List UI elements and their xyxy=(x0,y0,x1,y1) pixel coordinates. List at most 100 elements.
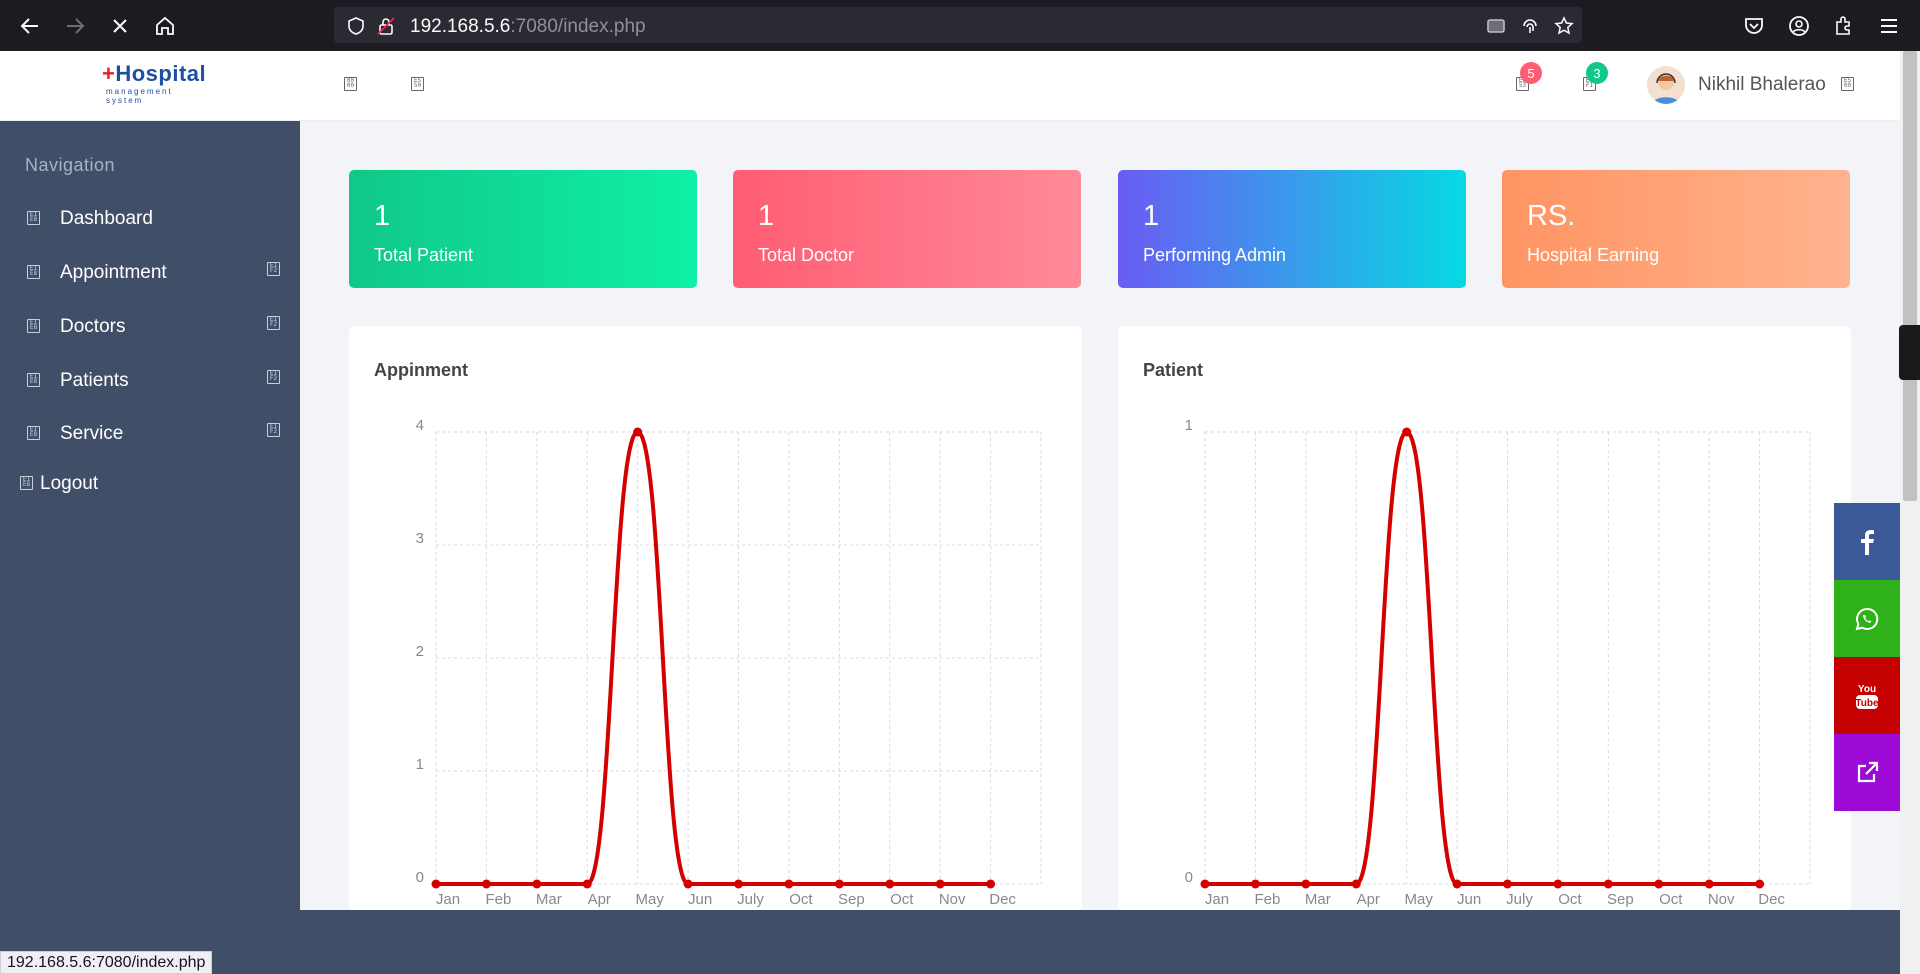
appointment-chart-card: Appinment 0 1 2 3 4 Jan Feb Mar Apr May Jun July Oct… xyxy=(349,326,1082,910)
star-bookmark-icon[interactable] xyxy=(1554,16,1574,36)
stat-card-hospital-earning[interactable]: RS. Hospital Earning xyxy=(1502,170,1850,288)
fingerprint-icon[interactable] xyxy=(1520,16,1540,36)
sidebar-item-dashboard[interactable]: E1 E8 Dashboard xyxy=(0,199,300,239)
account-icon[interactable] xyxy=(1786,13,1812,39)
svg-text:Tube: Tube xyxy=(1855,698,1879,709)
user-avatar[interactable] xyxy=(1647,66,1685,104)
youtube-share-button[interactable]: You Tube xyxy=(1834,657,1900,734)
plus-icon: + xyxy=(102,61,116,86)
sidebar-item-doctors[interactable]: E1 E8 Doctors E1 F2 xyxy=(0,307,300,347)
x-tick-label: Feb xyxy=(1254,891,1280,908)
user-avatar-image xyxy=(1652,73,1680,104)
y-tick-label: 1 xyxy=(416,756,424,773)
chevron-down-icon: E1 F2 xyxy=(267,316,280,330)
y-tick-label: 4 xyxy=(416,417,424,434)
y-tick-label: 0 xyxy=(1185,869,1193,886)
x-tick-label: Jan xyxy=(1205,891,1229,908)
data-point[interactable] xyxy=(1503,879,1512,889)
stat-card-performing-admin[interactable]: 1 Performing Admin xyxy=(1118,170,1466,288)
data-point[interactable] xyxy=(1553,879,1563,889)
facebook-icon xyxy=(1861,529,1874,555)
x-tick-label: Dec xyxy=(989,891,1016,908)
svg-text:You: You xyxy=(1858,684,1876,695)
data-point[interactable] xyxy=(1250,879,1260,889)
data-point[interactable] xyxy=(1301,879,1311,889)
external-share-button[interactable] xyxy=(1834,734,1900,811)
address-bar[interactable]: 192.168.5.6:7080/index.php xyxy=(334,7,1582,43)
patient-chart-card: Patient 0 1 Jan Feb Mar Apr May Jun July Oct Sep Oc… xyxy=(1118,326,1851,910)
facebook-share-button[interactable] xyxy=(1834,503,1900,580)
hospital-logo[interactable]: +Hospital management system xyxy=(102,61,206,113)
x-tick-label: Apr xyxy=(1357,891,1380,908)
forward-button[interactable] xyxy=(61,12,89,40)
sidebar-item-patients[interactable]: E1 E8 Patients E1 F2 xyxy=(0,361,300,401)
user-name[interactable]: Nikhil Bhalerao xyxy=(1698,74,1826,95)
data-point[interactable] xyxy=(532,879,542,889)
stat-card-total-doctor[interactable]: 1 Total Doctor xyxy=(733,170,1081,288)
forward-arrow-icon xyxy=(67,18,85,34)
data-point[interactable] xyxy=(935,879,945,889)
patient-line-chart: 0 1 Jan Feb Mar Apr May Jun July Oct Sep Oct Nov Dec xyxy=(1185,417,1811,908)
whatsapp-share-button[interactable] xyxy=(1834,580,1900,657)
sidebar-toggle-icon[interactable]: 00 00 xyxy=(344,77,357,91)
data-point[interactable] xyxy=(734,879,743,889)
x-tick-label: Jun xyxy=(688,891,712,908)
data-point[interactable] xyxy=(784,879,794,889)
stop-loading-button[interactable] xyxy=(106,12,134,40)
y-tick-label: 3 xyxy=(416,530,424,547)
data-point[interactable] xyxy=(1704,879,1714,889)
data-point[interactable] xyxy=(986,879,996,889)
appointment-line-chart: 0 1 2 3 4 Jan Feb Mar Apr May Jun July Oct Sep Oct Nov D… xyxy=(416,417,1042,908)
data-point[interactable] xyxy=(1351,879,1361,889)
sidebar-item-label: Appointment xyxy=(60,262,167,283)
menu-hamburger-icon[interactable] xyxy=(1876,13,1902,39)
home-button[interactable] xyxy=(151,12,179,40)
side-panel-handle[interactable] xyxy=(1899,325,1920,380)
data-point[interactable] xyxy=(1200,879,1210,889)
appointment-icon: E1 E8 xyxy=(27,265,40,279)
x-tick-label: Mar xyxy=(1305,891,1331,908)
data-point[interactable] xyxy=(1452,879,1462,889)
stat-card-total-patient[interactable]: 1 Total Patient xyxy=(349,170,697,288)
reader-mode-icon[interactable] xyxy=(1486,16,1506,36)
sidebar-item-service[interactable]: E1 E8 Service E1 F2 xyxy=(0,414,300,454)
data-point[interactable] xyxy=(1402,427,1412,437)
browser-toolbar: 192.168.5.6:7080/index.php xyxy=(0,0,1920,51)
x-tick-label: Oct xyxy=(1659,891,1683,908)
data-point[interactable] xyxy=(1755,879,1765,889)
data-point[interactable] xyxy=(582,879,592,889)
x-tick-label: Nov xyxy=(939,891,966,908)
user-menu-icon[interactable]: E5 00 xyxy=(1841,77,1854,91)
page-scrollbar[interactable] xyxy=(1900,51,1920,974)
x-tick-label: Oct xyxy=(789,891,813,908)
stat-value: 1 xyxy=(758,200,775,232)
whatsapp-icon xyxy=(1855,607,1879,630)
close-icon xyxy=(113,19,127,33)
data-point[interactable] xyxy=(885,879,895,889)
chevron-down-icon: E1 F2 xyxy=(267,423,280,437)
data-point[interactable] xyxy=(1603,879,1613,889)
dashboard-icon: E1 E8 xyxy=(27,211,40,225)
data-point[interactable] xyxy=(1654,879,1664,889)
fullscreen-icon[interactable]: E5 50 xyxy=(411,77,424,91)
chart-title: Patient xyxy=(1143,360,1204,380)
sidebar-item-appointment[interactable]: E1 E8 Appointment E1 F2 xyxy=(0,253,300,293)
sidebar: Navigation E1 E8 Dashboard E1 E8 Appointme… xyxy=(0,121,300,974)
extensions-icon[interactable] xyxy=(1831,13,1857,39)
data-point[interactable] xyxy=(431,879,441,889)
back-button[interactable] xyxy=(16,12,44,40)
x-tick-label: Dec xyxy=(1758,891,1785,908)
data-point[interactable] xyxy=(481,879,491,889)
data-point[interactable] xyxy=(633,427,643,437)
status-bar-url: 192.168.5.6:7080/index.php xyxy=(0,951,213,974)
sidebar-item-label: Dashboard xyxy=(60,208,153,229)
scrollbar-thumb[interactable] xyxy=(1903,51,1917,501)
logo-title: +Hospital xyxy=(102,61,206,87)
data-point[interactable] xyxy=(834,879,844,889)
sidebar-item-label: Doctors xyxy=(60,316,126,337)
messages-count-badge: 5 xyxy=(1520,62,1542,84)
patients-icon: E1 E8 xyxy=(27,373,40,387)
pocket-icon[interactable] xyxy=(1741,13,1767,39)
data-point[interactable] xyxy=(683,879,693,889)
